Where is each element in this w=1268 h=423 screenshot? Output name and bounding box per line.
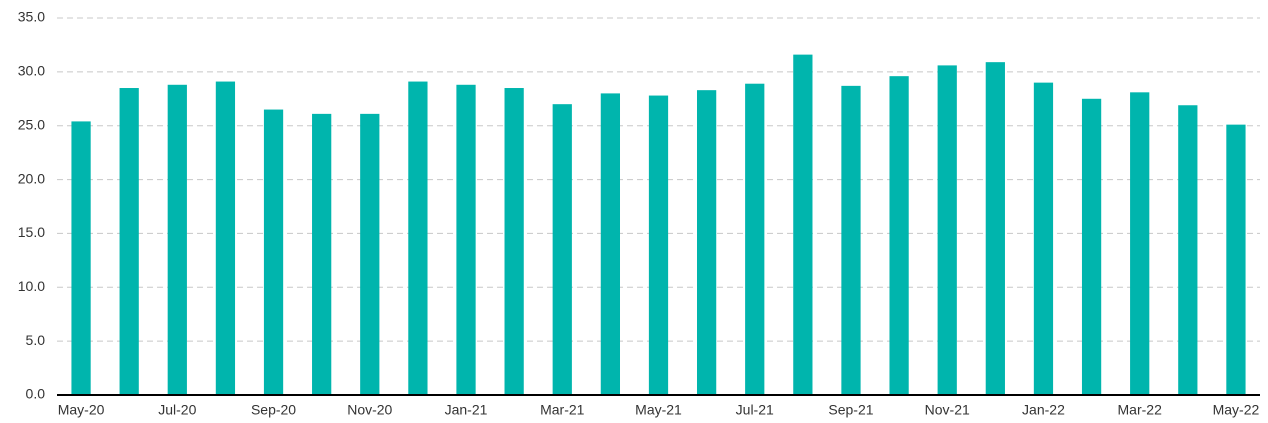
y-tick-label: 0.0 <box>26 386 46 402</box>
bar <box>889 76 909 395</box>
x-tick-label: Jan-22 <box>1022 402 1065 418</box>
x-tick-label: Mar-21 <box>540 402 585 418</box>
bar <box>937 65 957 395</box>
x-tick-label: Jul-20 <box>158 402 196 418</box>
x-tick-label: May-21 <box>635 402 682 418</box>
bar <box>985 62 1005 396</box>
bar <box>263 109 284 396</box>
x-tick-label: Sep-20 <box>251 402 296 418</box>
y-tick-label: 30.0 <box>18 63 45 79</box>
bar <box>600 93 621 396</box>
y-tick-label: 10.0 <box>18 278 45 294</box>
bar <box>71 121 91 396</box>
y-tick-label: 35.0 <box>18 9 45 25</box>
bar <box>504 88 524 395</box>
bar <box>841 85 861 396</box>
x-tick-label: May-22 <box>1213 402 1260 418</box>
bar <box>793 54 813 395</box>
bar <box>456 84 476 395</box>
bar <box>119 88 139 395</box>
bar <box>745 83 765 395</box>
bar <box>312 113 332 395</box>
y-tick-label: 5.0 <box>26 332 46 348</box>
x-tick-label: Mar-22 <box>1118 402 1163 418</box>
bar <box>167 84 187 395</box>
x-tick-label: May-20 <box>58 402 105 418</box>
x-tick-label: Jan-21 <box>445 402 488 418</box>
bar <box>1033 82 1054 395</box>
bar <box>1081 98 1102 396</box>
x-tick-label: Nov-20 <box>347 402 392 418</box>
bar <box>360 113 380 395</box>
x-tick-label: Nov-21 <box>925 402 970 418</box>
bar <box>215 81 236 396</box>
bar <box>1130 92 1150 395</box>
y-tick-label: 25.0 <box>18 116 45 132</box>
y-tick-label: 20.0 <box>18 170 45 186</box>
x-tick-label: Jul-21 <box>736 402 774 418</box>
bar <box>1226 124 1246 395</box>
bar <box>552 104 572 396</box>
bar <box>696 90 717 395</box>
bar <box>648 95 669 395</box>
x-tick-label: Sep-21 <box>828 402 873 418</box>
y-tick-label: 15.0 <box>18 224 45 240</box>
bar <box>1178 105 1198 396</box>
bar <box>408 81 428 396</box>
